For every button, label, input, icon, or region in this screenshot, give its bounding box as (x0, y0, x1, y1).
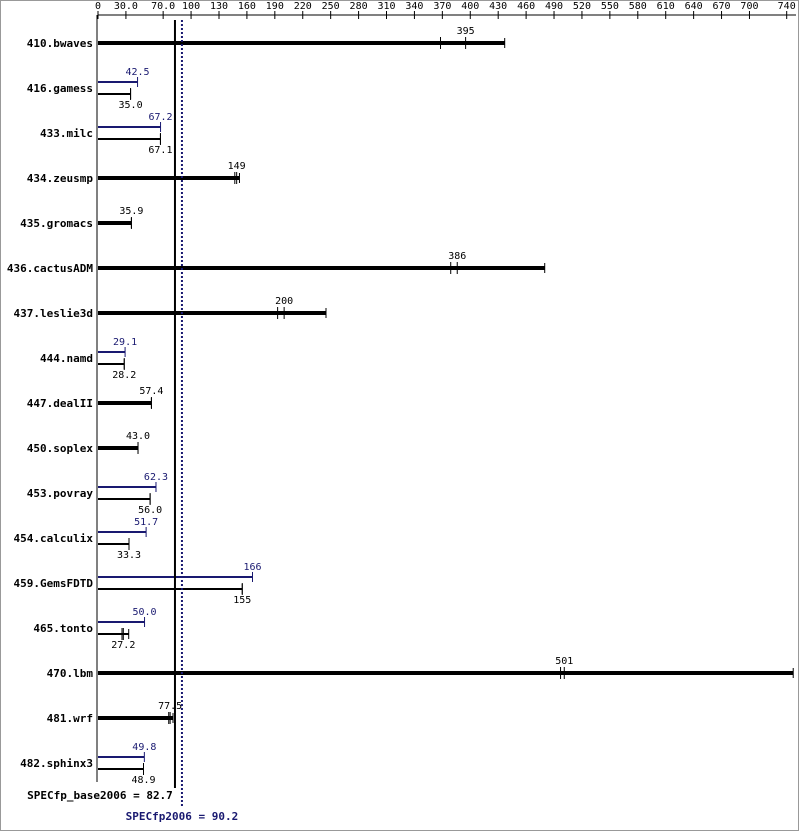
x-tick-label: 160 (238, 1, 256, 12)
category-label: 450.soplex (27, 442, 94, 455)
x-tick-label: 340 (405, 1, 423, 12)
summary-label: SPECfp_base2006 = 82.7 (27, 789, 173, 802)
x-tick-label: 100 (182, 1, 200, 12)
bar (98, 543, 129, 545)
x-tick-label: 740 (778, 1, 796, 12)
value-label: 166 (243, 562, 261, 573)
bar (98, 93, 131, 95)
value-label: 77.5 (158, 701, 182, 712)
value-label: 29.1 (113, 337, 137, 348)
value-label: 149 (228, 161, 246, 172)
bar (98, 621, 145, 623)
x-tick-label: 460 (517, 1, 535, 12)
x-tick-label: 550 (601, 1, 619, 12)
category-label: 437.leslie3d (14, 307, 93, 320)
x-tick-label: 400 (461, 1, 479, 12)
x-tick-label: 70.0 (151, 1, 175, 12)
bar (98, 41, 505, 45)
value-label: 50.0 (132, 607, 156, 618)
category-label: 435.gromacs (20, 217, 93, 230)
category-label: 416.gamess (27, 82, 93, 95)
bar (98, 311, 327, 315)
value-label: 200 (275, 296, 293, 307)
x-tick-label: 490 (545, 1, 563, 12)
bar (98, 401, 152, 405)
value-label: 48.9 (131, 775, 155, 786)
value-label: 395 (457, 26, 475, 37)
x-tick-label: 520 (573, 1, 591, 12)
bar (98, 498, 151, 500)
summary-label: SPECfp2006 = 90.2 (126, 810, 239, 823)
category-label: 444.namd (40, 352, 93, 365)
bar (98, 486, 156, 488)
value-label: 33.3 (117, 550, 141, 561)
category-label: 481.wrf (47, 712, 93, 725)
x-tick-label: 130 (210, 1, 228, 12)
value-label: 67.2 (148, 112, 172, 123)
category-label: 453.povray (27, 487, 94, 500)
x-tick-label: 30.0 (114, 1, 138, 12)
x-tick-label: 220 (294, 1, 312, 12)
category-label: 454.calculix (14, 532, 94, 545)
value-label: 62.3 (144, 472, 168, 483)
category-label: 447.dealII (27, 397, 93, 410)
bar (98, 671, 794, 675)
category-label: 470.lbm (47, 667, 94, 680)
x-tick-label: 0 (95, 1, 101, 12)
category-label: 410.bwaves (27, 37, 93, 50)
bar (98, 81, 138, 83)
value-label: 56.0 (138, 505, 162, 516)
category-label: 459.GemsFDTD (14, 577, 94, 590)
bar (98, 176, 240, 180)
value-label: 42.5 (126, 67, 150, 78)
bar (98, 351, 126, 353)
value-label: 27.2 (111, 640, 135, 651)
x-tick-label: 700 (740, 1, 758, 12)
bar (98, 531, 147, 533)
bar (98, 716, 174, 720)
bar (98, 221, 132, 225)
value-label: 35.0 (119, 100, 143, 111)
x-tick-label: 370 (433, 1, 451, 12)
value-label: 155 (233, 595, 251, 606)
x-tick-label: 610 (657, 1, 675, 12)
x-tick-label: 280 (350, 1, 368, 12)
category-label: 482.sphinx3 (20, 757, 93, 770)
value-label: 67.1 (148, 145, 172, 156)
bar (98, 266, 545, 270)
category-label: 465.tonto (33, 622, 93, 635)
x-tick-label: 580 (629, 1, 647, 12)
value-label: 49.8 (132, 742, 156, 753)
value-label: 501 (555, 656, 573, 667)
bar (98, 446, 139, 450)
x-tick-label: 670 (713, 1, 731, 12)
value-label: 51.7 (134, 517, 158, 528)
bar (98, 126, 161, 128)
bar (98, 138, 161, 140)
bar (98, 756, 145, 758)
x-tick-label: 250 (322, 1, 340, 12)
category-label: 433.milc (40, 127, 93, 140)
value-label: 57.4 (139, 386, 163, 397)
value-label: 35.9 (119, 206, 143, 217)
bar (98, 588, 243, 590)
x-tick-label: 430 (489, 1, 507, 12)
x-tick-label: 310 (377, 1, 395, 12)
bar (98, 633, 129, 635)
category-label: 434.zeusmp (27, 172, 94, 185)
x-tick-label: 190 (266, 1, 284, 12)
value-label: 28.2 (112, 370, 136, 381)
category-label: 436.cactusADM (7, 262, 93, 275)
value-label: 386 (448, 251, 466, 262)
x-tick-label: 640 (685, 1, 703, 12)
bar (98, 768, 144, 770)
value-label: 43.0 (126, 431, 150, 442)
bar (98, 363, 125, 365)
